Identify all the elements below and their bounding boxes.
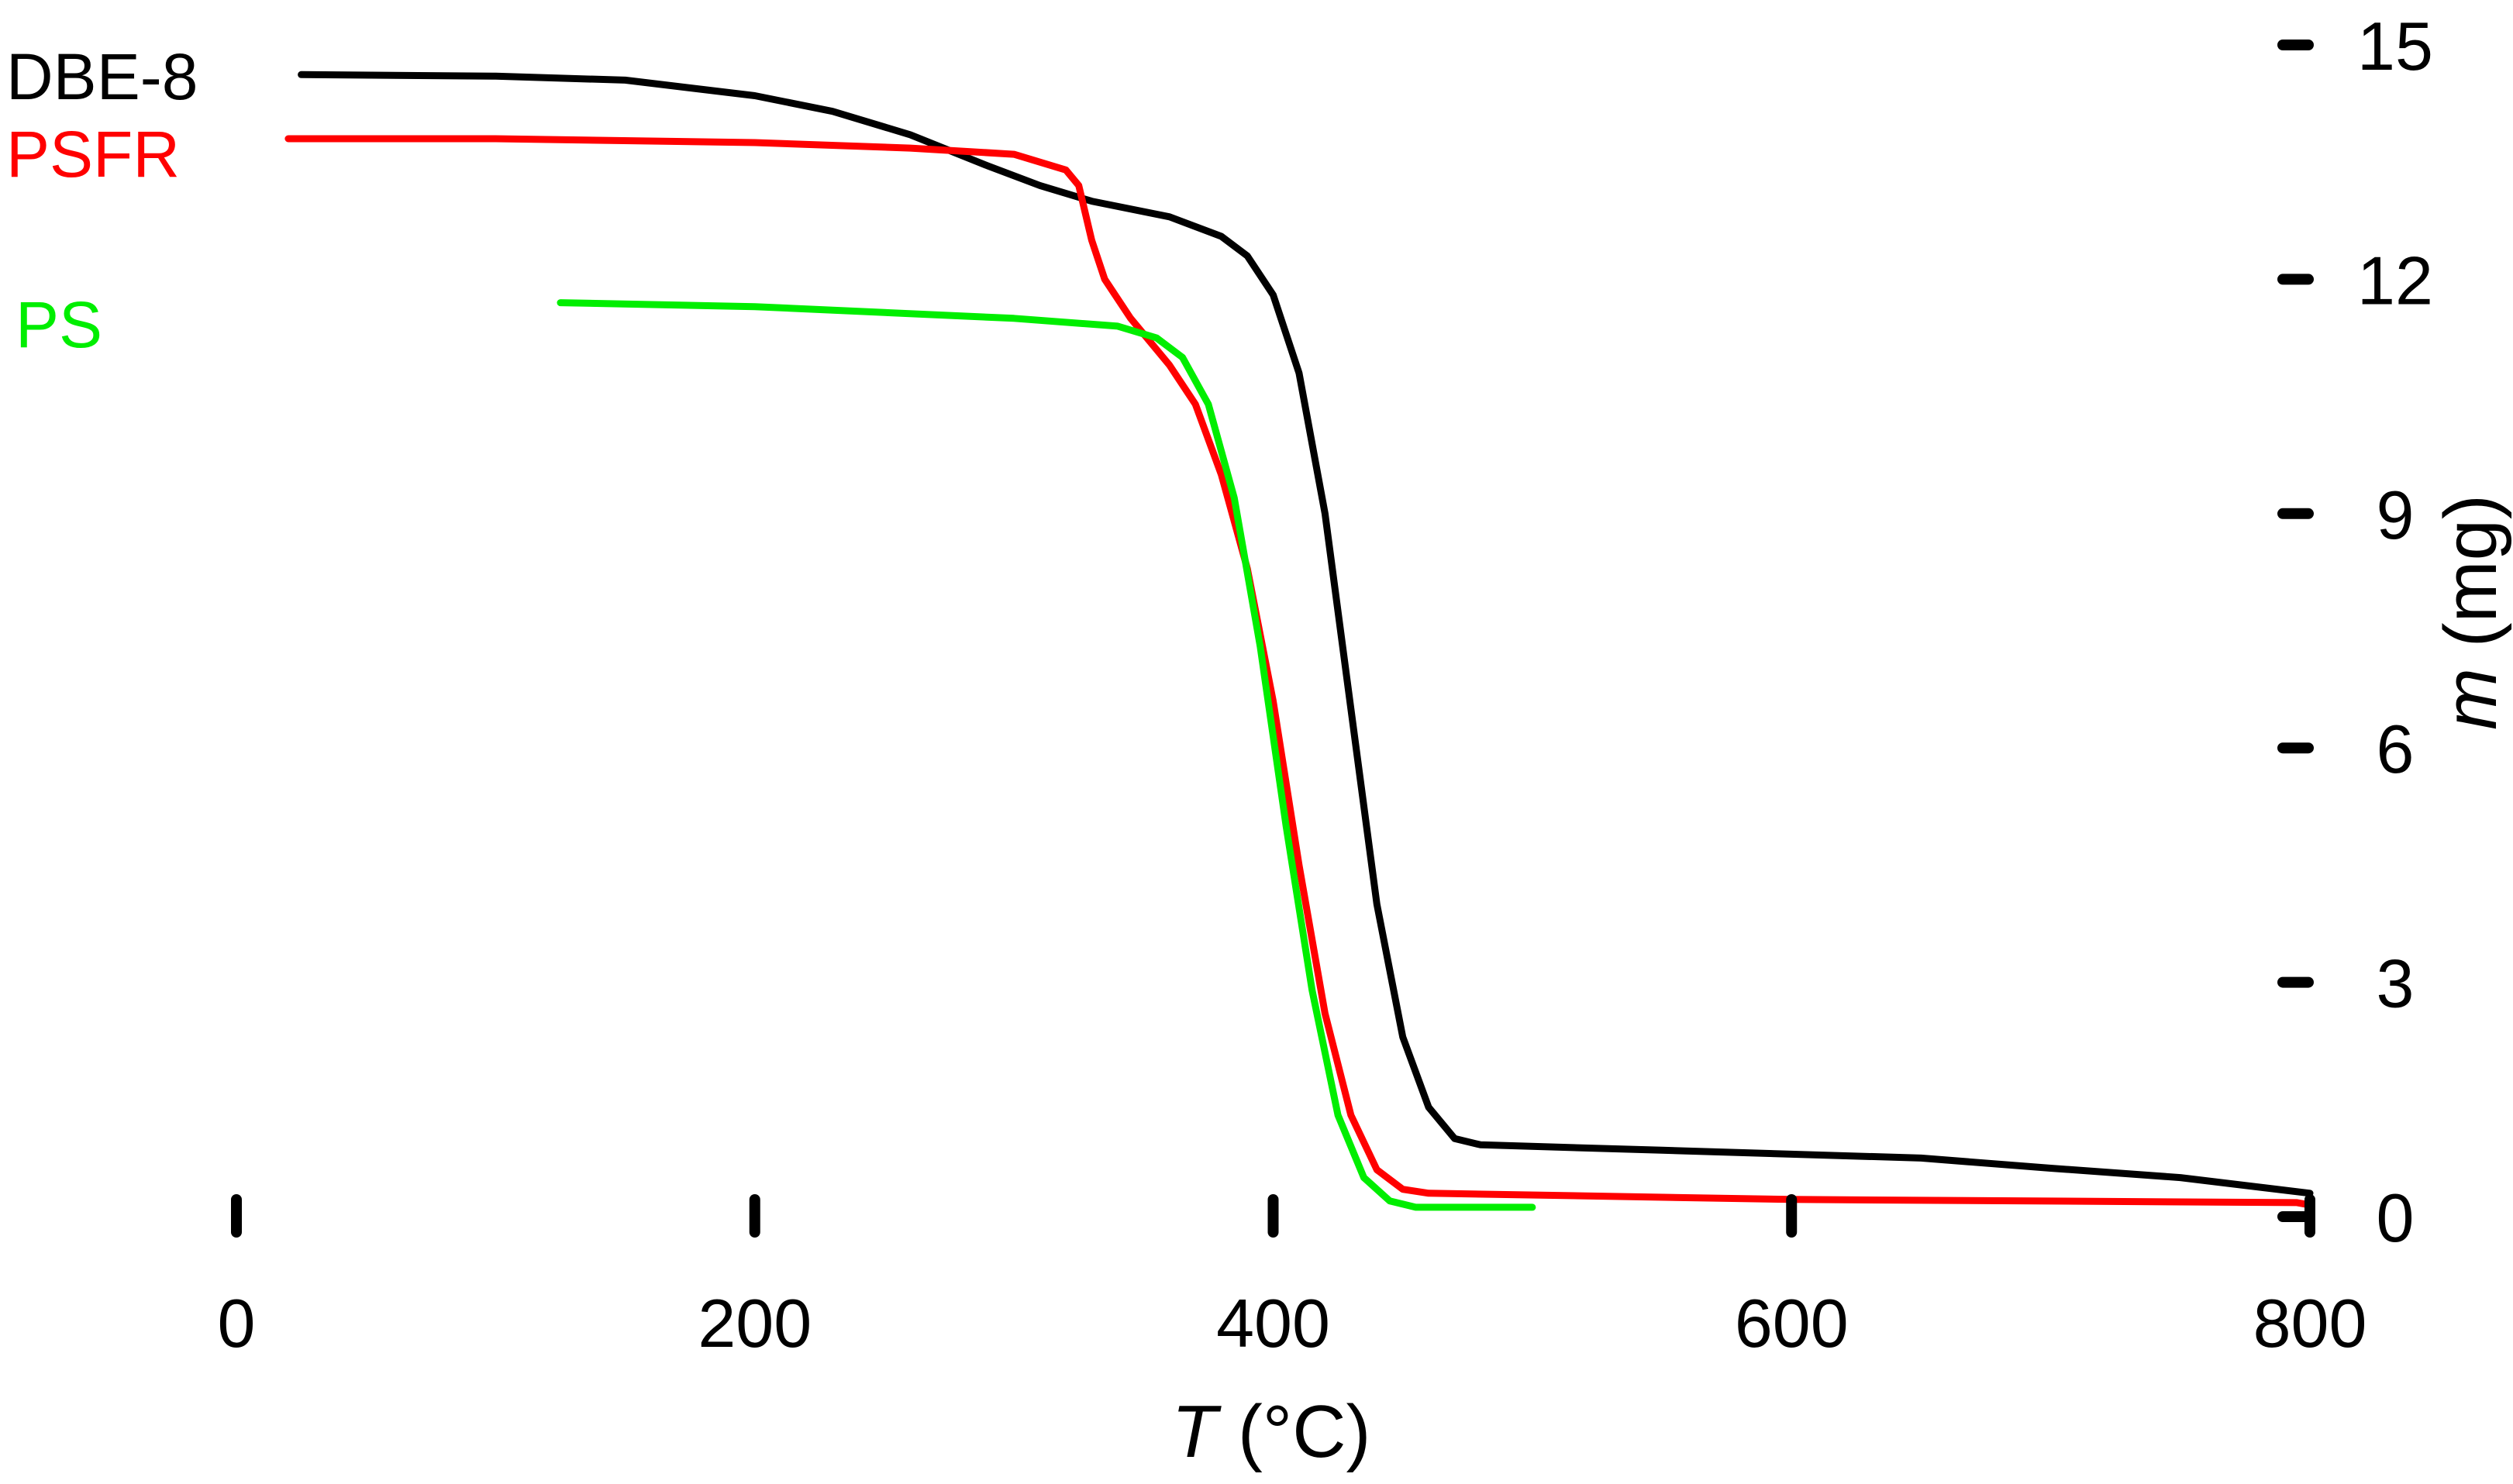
legend-label-dbe8: DBE-8 (6, 40, 198, 113)
y-tick-label-3: 3 (2377, 945, 2415, 1022)
x-tick-label-600: 600 (1735, 1285, 1849, 1362)
y-tick-label-12: 12 (2357, 242, 2433, 318)
y-axis: 0 3 6 9 12 15 (2277, 8, 2433, 1256)
series-layer (284, 71, 2314, 1211)
x-tick-label-200: 200 (698, 1285, 812, 1362)
y-axis-title: m (mg) (2429, 494, 2512, 730)
legend-label-ps: PS (16, 288, 102, 361)
x-tick-label-400: 400 (1216, 1285, 1330, 1362)
legend-label-psfr: PSFR (6, 118, 180, 191)
x-tick-label-0: 0 (218, 1285, 256, 1362)
y-axis-unit: (mg) (2429, 494, 2512, 668)
y-tick-label-0: 0 (2377, 1179, 2415, 1256)
y-tick-label-9: 9 (2377, 477, 2415, 553)
series-line-psfr (284, 135, 2314, 1209)
y-tick-label-15: 15 (2357, 8, 2433, 84)
series-line-ps (557, 299, 1536, 1211)
y-tick-label-6: 6 (2377, 711, 2415, 787)
y-axis-symbol: m (2429, 668, 2512, 730)
x-axis-unit: (°C) (1217, 1390, 1370, 1473)
x-tick-label-800: 800 (2253, 1285, 2367, 1362)
legend: DBE-8 PSFR PS (6, 40, 198, 361)
x-axis-symbol: T (1172, 1390, 1222, 1473)
x-axis: 0 200 400 600 800 (218, 1194, 2367, 1362)
x-axis-title: T (°C) (1172, 1390, 1371, 1473)
series-line-dbe8 (298, 71, 2314, 1197)
